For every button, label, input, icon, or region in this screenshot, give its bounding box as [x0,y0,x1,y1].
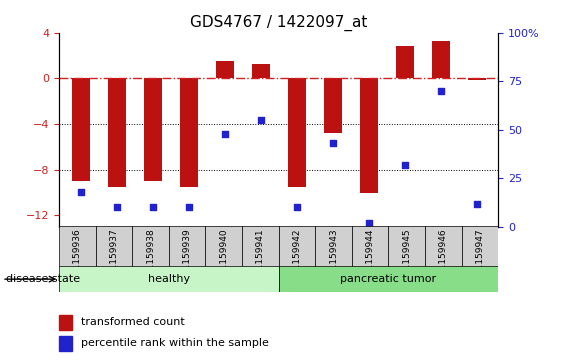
Bar [59,226,96,267]
Bar [144,78,162,181]
Point [364,220,373,226]
Bar [324,78,342,133]
Bar [180,78,198,187]
Bar [279,266,498,292]
Point [220,131,229,136]
Bar [72,78,90,181]
Point [76,189,85,195]
Text: GSM1159947: GSM1159947 [476,228,484,289]
Point [112,204,121,210]
Bar [216,61,234,78]
Bar [59,336,72,351]
Text: transformed count: transformed count [81,317,185,327]
Point [292,204,301,210]
Bar [468,78,486,79]
Text: GSM1159942: GSM1159942 [293,228,301,289]
Title: GDS4767 / 1422097_at: GDS4767 / 1422097_at [190,15,368,31]
Point [328,140,337,146]
Point [184,204,193,210]
Bar [59,266,279,292]
Point [400,162,409,168]
Text: GSM1159937: GSM1159937 [110,228,118,289]
Bar [396,46,414,78]
Text: GSM1159936: GSM1159936 [73,228,82,289]
Bar [59,315,72,330]
Bar [388,226,425,267]
Bar [108,78,126,187]
Text: GSM1159943: GSM1159943 [329,228,338,289]
Bar [315,226,352,267]
Bar [462,226,498,267]
Text: disease state: disease state [6,274,80,284]
Text: pancreatic tumor: pancreatic tumor [341,274,436,284]
Bar [425,226,462,267]
Bar [252,64,270,78]
Text: GSM1159945: GSM1159945 [403,228,411,289]
Text: GSM1159940: GSM1159940 [220,228,228,289]
Text: healthy: healthy [148,274,190,284]
Text: GSM1159944: GSM1159944 [366,228,374,289]
Bar [288,78,306,187]
Text: percentile rank within the sample: percentile rank within the sample [81,338,269,348]
Text: GSM1159938: GSM1159938 [146,228,155,289]
Bar [360,78,378,193]
Text: GSM1159939: GSM1159939 [183,228,191,289]
Bar [352,226,388,267]
Bar [242,226,279,267]
Point [256,117,265,123]
Bar [279,226,315,267]
Point [472,201,481,207]
Bar [205,226,242,267]
Bar [432,41,450,78]
Bar [96,226,132,267]
Text: GSM1159941: GSM1159941 [256,228,265,289]
Point [436,88,445,94]
Point [148,204,157,210]
Bar [132,226,169,267]
Text: GSM1159946: GSM1159946 [439,228,448,289]
Bar [169,226,205,267]
